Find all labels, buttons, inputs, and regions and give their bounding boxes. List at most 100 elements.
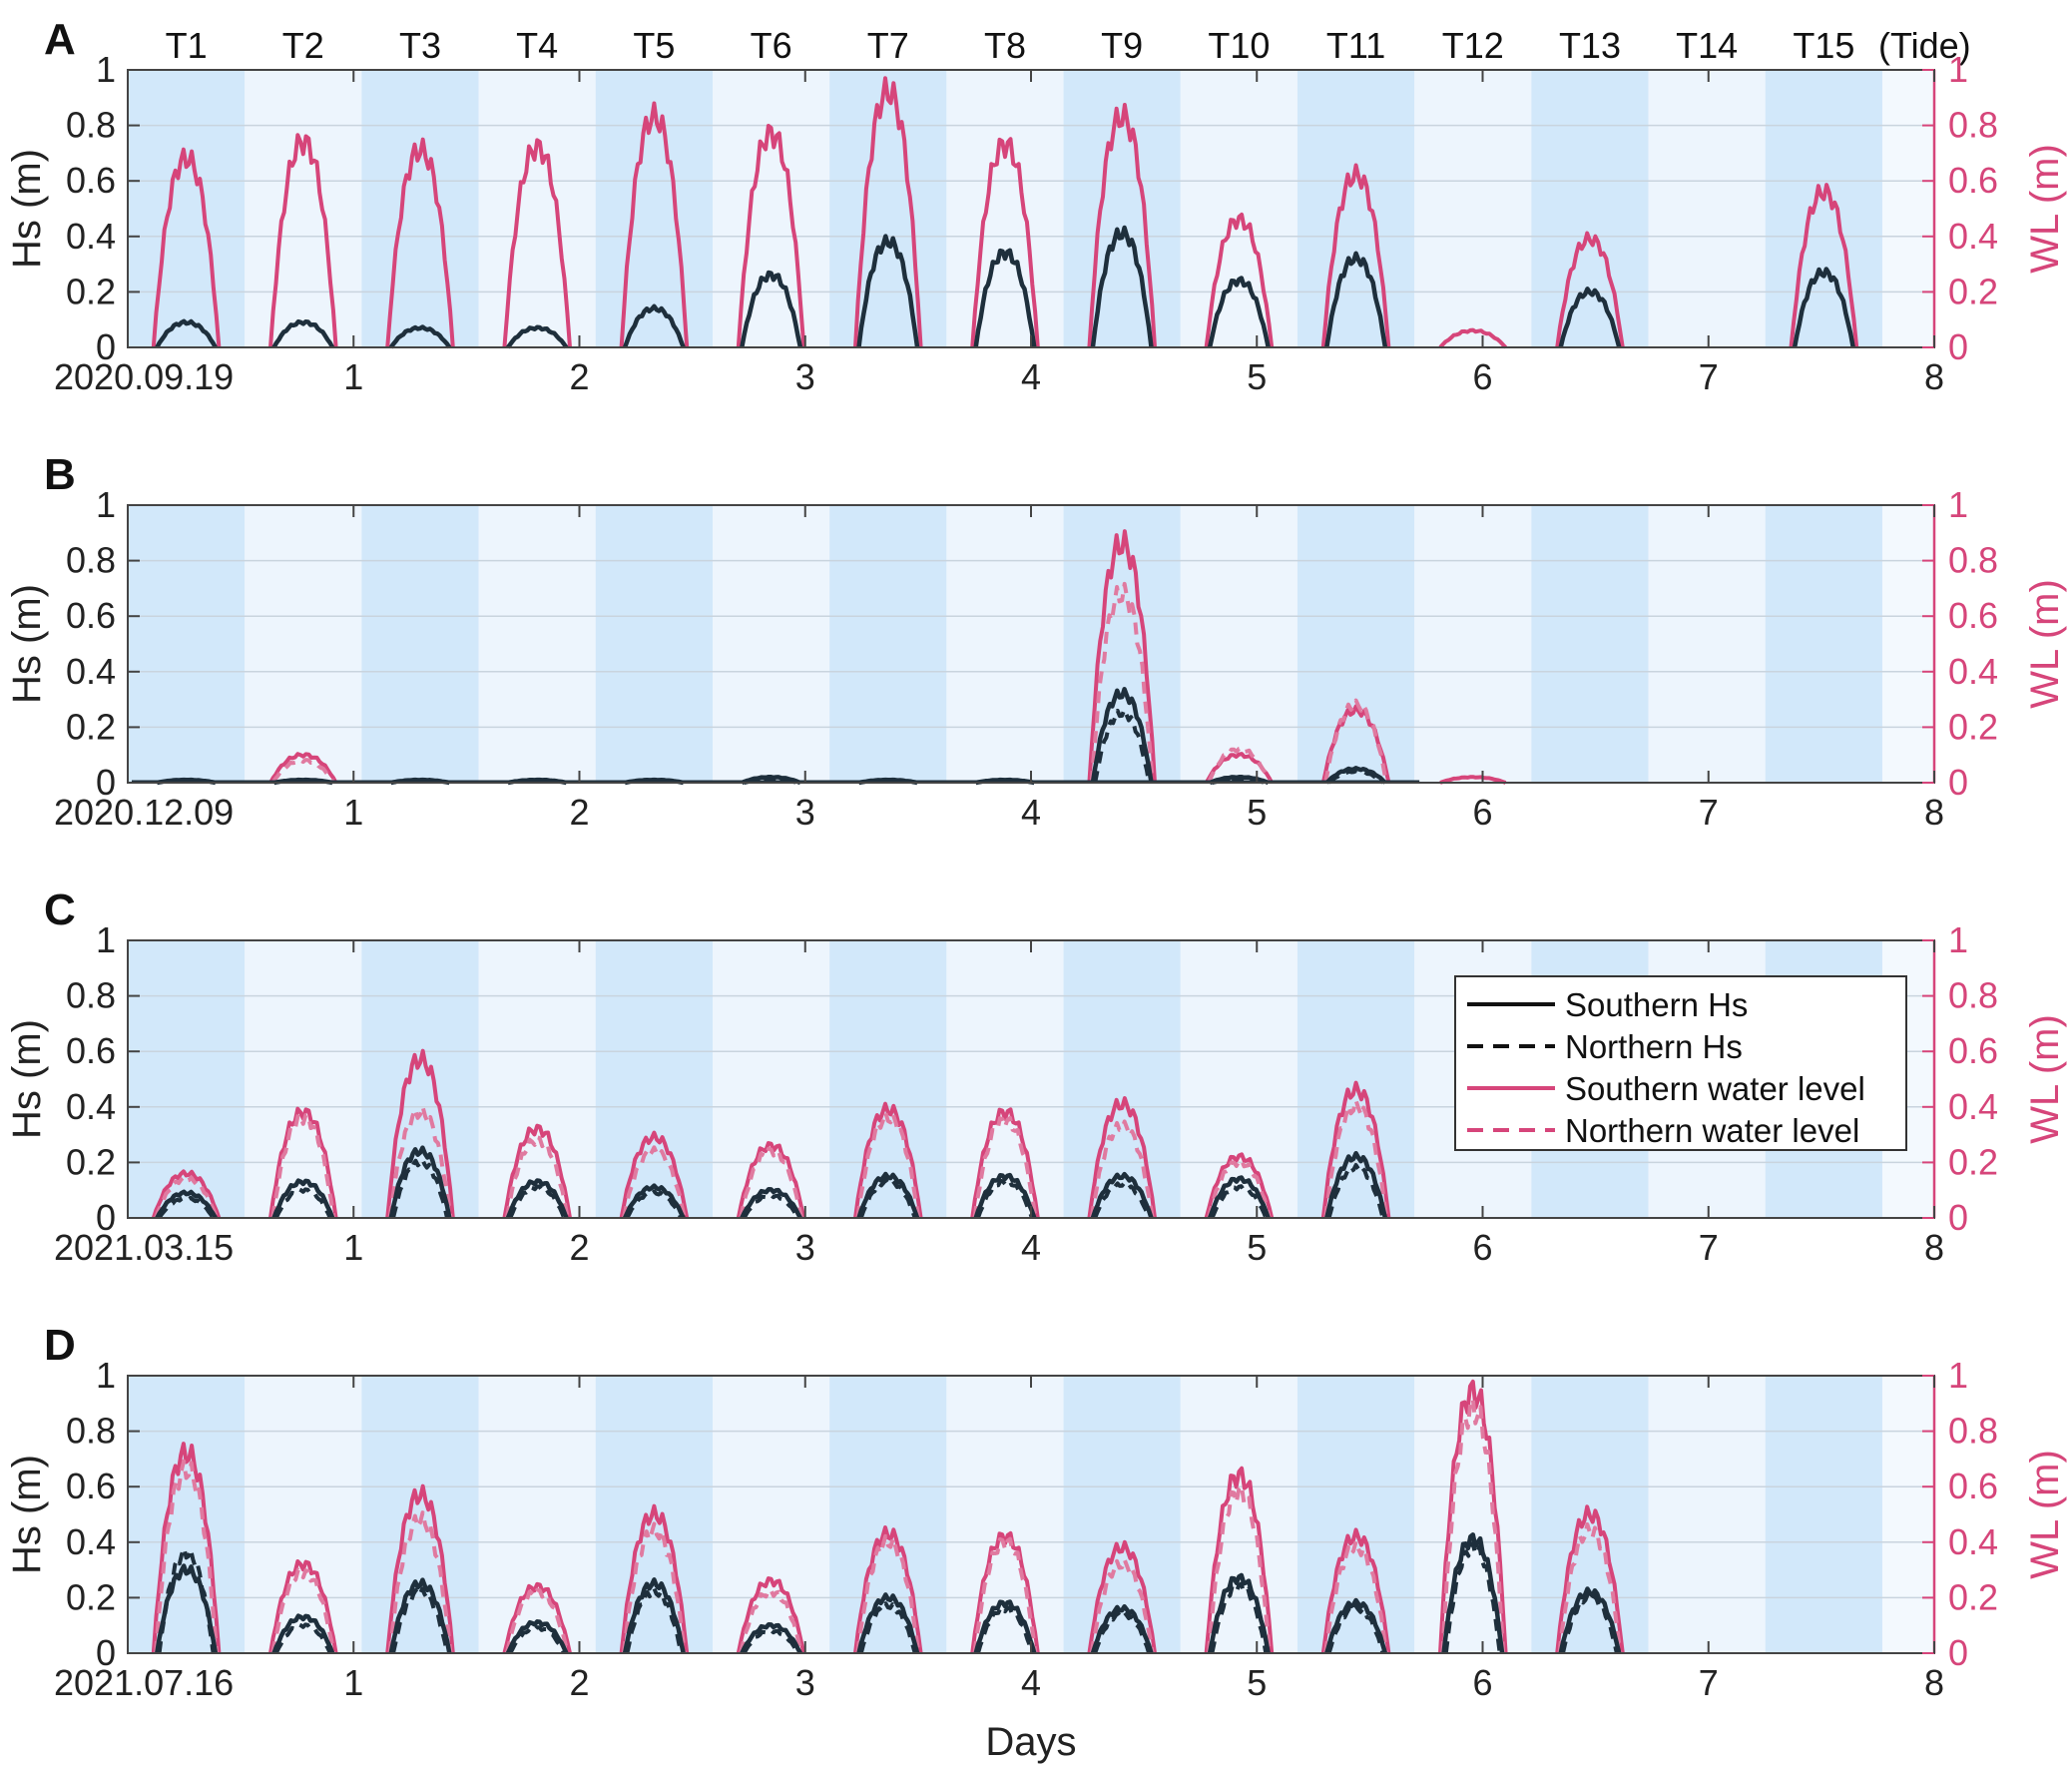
southern-hs-peak-t8	[973, 1599, 1037, 1654]
x-tick-label: 5	[1247, 356, 1267, 397]
northern-wl-peak-t2	[270, 1567, 336, 1654]
hs-tick-label: 0.2	[66, 1141, 116, 1182]
tide-label-t6: T6	[751, 25, 792, 66]
southern-wl-peak-t1	[151, 1169, 222, 1219]
hs-tick-label: 0.8	[66, 975, 116, 1016]
northern-wl-peak-t7	[855, 1110, 921, 1219]
x-tick-label: 6	[1472, 356, 1492, 397]
wl-tick-label: 0	[1948, 762, 1968, 803]
tide-band-t14	[1648, 1376, 1766, 1653]
x-tick-label: 6	[1472, 1662, 1492, 1703]
southern-hs-peak-t1	[155, 318, 218, 349]
wl-tick-label: 0.6	[1948, 1030, 1998, 1071]
hs-tick-label: 0.4	[66, 1521, 116, 1562]
southern-wl-peak-t13	[1555, 1504, 1625, 1654]
southern-wl-peak-t7	[853, 1101, 923, 1219]
southern-hs-peak-t11	[1324, 251, 1388, 348]
northern-hs-peak-t5	[625, 1189, 684, 1219]
x-tick-label: 3	[795, 792, 815, 833]
tide-label-t1: T1	[166, 25, 208, 66]
northern-hs-peak-t10	[1210, 1184, 1269, 1219]
legend: Southern Hs Northern Hs Southern water lev…	[1454, 975, 1907, 1151]
wl-axis-title: WL (m)	[2023, 579, 2067, 709]
tide-band-t12	[1414, 1376, 1532, 1653]
tide-label-t15: T15	[1793, 25, 1854, 66]
southern-hs-peak-t11	[1324, 1597, 1388, 1654]
x-tick-label: 4	[1021, 1227, 1041, 1268]
southern-wl-peak-t4	[502, 138, 572, 348]
southern-wl-peak-t12	[1439, 775, 1507, 785]
southern-hs-peak-t5	[623, 1183, 686, 1219]
southern-hs-peak-t13	[1558, 287, 1622, 348]
tide-band-t11	[1296, 1376, 1415, 1653]
southern-wl-peak-t2	[268, 752, 338, 784]
northern-wl-peak-t12	[1440, 1397, 1506, 1654]
tide-label-t12: T12	[1442, 25, 1504, 66]
wl-tick-label: 0.8	[1948, 540, 1998, 581]
southern-wl-peak-t9	[1087, 1539, 1157, 1654]
northern-wl-peak-t4	[504, 1587, 570, 1654]
northern-hs-peak-t7	[858, 1601, 917, 1654]
x-tick-label: 1	[343, 792, 363, 833]
x-tick-label: 8	[1924, 356, 1944, 397]
southern-hs-peak-t7	[856, 234, 920, 348]
hs-axis-title: Hs (m)	[5, 1019, 49, 1139]
wl-tick-label: 0.2	[1948, 1576, 1998, 1617]
wl-tick-label: 0.2	[1948, 1141, 1998, 1182]
hs-tick-label: 0.2	[66, 1576, 116, 1617]
northern-hs-peak-t6	[742, 1192, 800, 1220]
northern-hs-peak-t2	[273, 1622, 332, 1654]
legend-label-2: Northern Hs	[1565, 1028, 1743, 1065]
wl-tick-label: 0	[1948, 1632, 1968, 1673]
southern-hs-peak-t7	[856, 1592, 920, 1654]
hs-tick-label: 1	[96, 919, 116, 960]
southern-hs-peak-t8	[973, 248, 1037, 348]
southern-wl-peak-t4	[502, 1123, 572, 1219]
x-tick-label: 5	[1247, 1662, 1267, 1703]
wl-axis-title: WL (m)	[2023, 1014, 2067, 1144]
tide-band-t12	[1414, 70, 1532, 347]
southern-wl-peak-t1	[151, 1442, 222, 1654]
northern-hs-peak-t2	[273, 1187, 332, 1219]
hs-tick-label: 1	[96, 484, 116, 525]
x-tick-label: 6	[1472, 1227, 1492, 1268]
tide-band-t10	[1180, 1376, 1297, 1653]
wl-tick-label: 0.4	[1948, 1086, 1998, 1127]
hs-tick-label: 0.6	[66, 160, 116, 201]
x-tick-label: 5	[1247, 792, 1267, 833]
x-tick-label: 3	[795, 356, 815, 397]
southern-wl-peak-t13	[1555, 231, 1625, 348]
legend-label-4: Northern water level	[1565, 1112, 1859, 1149]
x-tick-label: 7	[1699, 792, 1719, 833]
tide-band-t4	[478, 505, 596, 783]
tide-band-t10	[1180, 70, 1297, 347]
northern-hs-peak-t8	[976, 1178, 1034, 1219]
southern-wl-peak-t11	[1320, 1080, 1391, 1219]
x-tick-label: 4	[1021, 356, 1041, 397]
southern-wl-peak-t3	[385, 1483, 455, 1654]
tide-band-t1	[128, 505, 246, 783]
southern-hs-peak-t8	[973, 1172, 1037, 1219]
x-tick-label: 2	[569, 792, 589, 833]
tide-band-t15	[1765, 505, 1882, 783]
southern-wl-peak-t10	[1204, 1152, 1275, 1219]
northern-wl-peak-t6	[739, 1146, 804, 1219]
southern-wl-peak-t5	[619, 101, 690, 348]
southern-hs-peak-t6	[740, 1621, 802, 1655]
tide-band-t2	[245, 940, 362, 1218]
northern-hs-peak-t11	[1326, 1163, 1385, 1219]
panel-letter-b: B	[44, 450, 76, 499]
panel-d: D 0 0.2 0.4 0.6 0.8 1 0 0.2 0.4 0.6 0.8 1 1 2 3 4 5 6 7 8 202…	[5, 1321, 2067, 1703]
tide-band-t4	[478, 1376, 596, 1653]
southern-hs-peak-t5	[622, 303, 686, 348]
x-tick-label: 1	[343, 356, 363, 397]
x-axis-title: Days	[985, 1720, 1076, 1764]
southern-wl-peak-t11	[1320, 1527, 1391, 1654]
tide-band-t3	[361, 940, 479, 1218]
southern-hs-peak-t13	[1558, 1586, 1622, 1654]
northern-wl-peak-t1	[154, 1175, 219, 1219]
tide-label-t10: T10	[1208, 25, 1270, 66]
southern-hs-peak-t4	[505, 1619, 569, 1654]
northern-wl-peak-t10	[1207, 746, 1272, 784]
